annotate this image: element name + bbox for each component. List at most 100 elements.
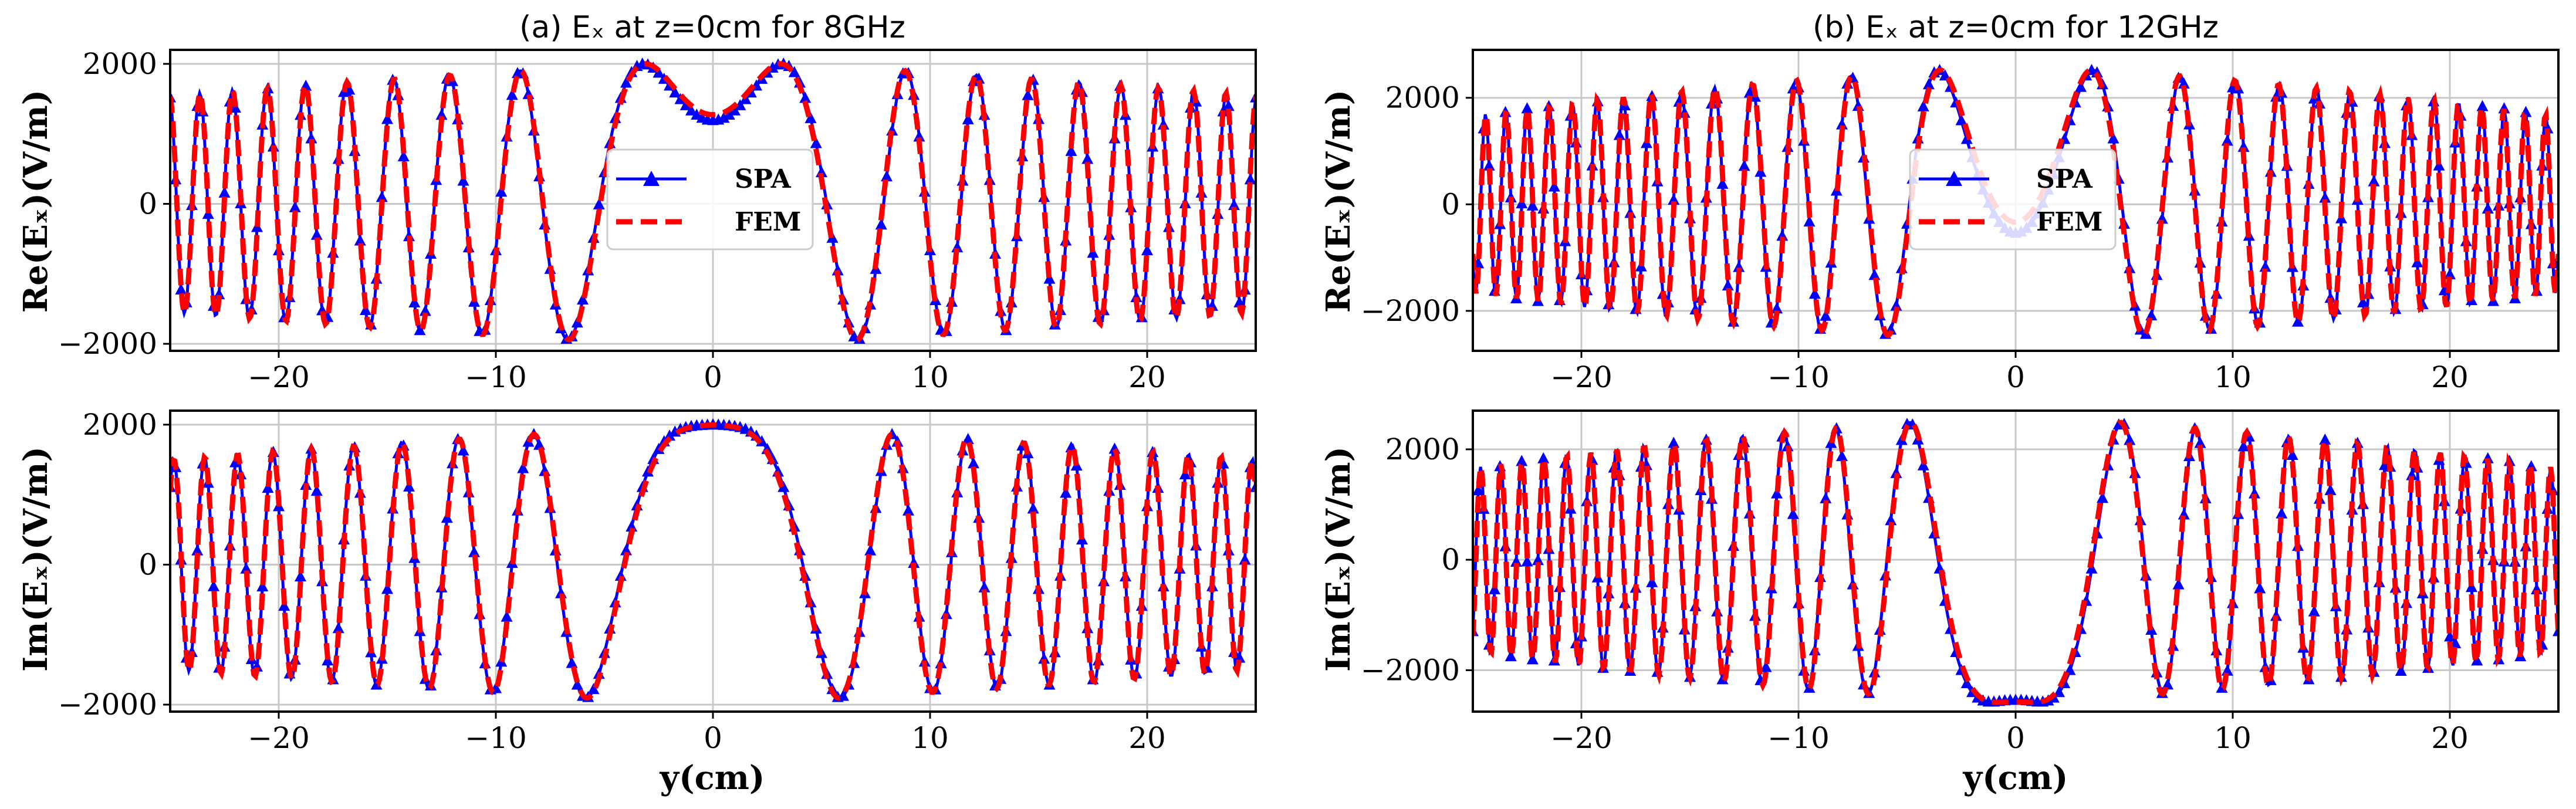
spa-marker <box>2286 449 2298 461</box>
spa-marker <box>2308 605 2320 617</box>
spa-marker <box>799 92 812 103</box>
spa-marker <box>381 583 393 594</box>
spa-marker <box>295 570 306 581</box>
panel-a-im: −20 −10 0 10 20 −2000 0 2000 <box>58 408 1257 755</box>
spa-marker <box>1157 118 1169 130</box>
spa-marker <box>213 288 225 300</box>
spa-marker <box>1521 555 1533 567</box>
spa-marker <box>1917 459 1929 470</box>
ylabel-b-im: Im(Eₓ)(V/m) <box>1319 446 1358 672</box>
spa-marker <box>1130 291 1142 303</box>
x-tick-label: −10 <box>1767 360 1830 394</box>
x-tick-label: −10 <box>465 721 527 755</box>
spa-marker <box>1836 449 1848 461</box>
spa-marker <box>218 186 231 198</box>
spa-marker <box>1228 199 1240 211</box>
spa-marker <box>376 191 388 202</box>
spa-marker <box>354 234 366 246</box>
spa-marker <box>1065 144 1077 156</box>
spa-marker <box>1668 436 1680 448</box>
spa-marker <box>1027 502 1039 514</box>
spa-marker <box>256 580 269 592</box>
spa-marker <box>1646 576 1658 587</box>
spa-marker <box>310 485 323 496</box>
spa-marker <box>1081 153 1094 164</box>
spa-marker <box>1868 269 1881 280</box>
spa-marker <box>2319 433 2331 445</box>
x-tick-label: −20 <box>1550 360 1612 394</box>
spa-marker <box>1917 100 1929 111</box>
spa-marker <box>175 283 187 295</box>
panel-b-title: (b) Eₓ at z=0cm for 12GHz <box>1813 10 2219 45</box>
x-tick-label: −20 <box>248 360 310 394</box>
spa-marker <box>2324 292 2337 303</box>
spa-marker <box>2395 665 2407 676</box>
legend-a-fem-label: FEM <box>735 207 801 237</box>
x-tick-label: 0 <box>2006 721 2025 755</box>
y-tick-label: 0 <box>1441 543 1460 577</box>
spa-marker <box>1738 160 1750 171</box>
y-tick-label: 0 <box>138 547 157 581</box>
spa-marker <box>1960 676 1973 688</box>
spa-marker <box>685 104 697 116</box>
spa-marker <box>1222 100 1235 111</box>
x-tick-label: 20 <box>1128 360 1166 394</box>
legend-b: SPA FEM <box>1909 148 2117 251</box>
x-tick-label: −10 <box>465 360 527 394</box>
plot-area <box>170 418 1256 702</box>
y-tick-label: 2000 <box>83 47 157 81</box>
spa-marker <box>1060 486 1072 498</box>
spa-marker <box>593 198 605 209</box>
spa-marker <box>2444 630 2456 642</box>
x-tick-label: 0 <box>704 360 722 394</box>
spa-marker <box>837 689 849 701</box>
legend-a: SPA FEM <box>606 148 814 251</box>
spa-marker <box>1923 78 1935 90</box>
panel-a-title: (a) Eₓ at z=0cm for 8GHz <box>519 10 905 45</box>
panel-a-re: −20 −10 0 10 20 −2000 0 2000 <box>58 47 1257 394</box>
spa-marker <box>360 303 371 315</box>
spa-marker <box>1771 487 1783 499</box>
spa-marker <box>2194 436 2206 448</box>
spa-marker <box>810 137 822 148</box>
series-fem-line <box>1473 419 2558 705</box>
spa-marker <box>2411 256 2423 268</box>
spa-marker <box>1038 652 1050 664</box>
spa-marker <box>2107 132 2119 144</box>
spa-marker <box>2357 296 2369 307</box>
x-tick-label: −20 <box>248 721 310 755</box>
y-tick-label: 0 <box>138 187 157 221</box>
spa-marker <box>1803 215 1816 227</box>
y-tick-label: −2000 <box>1361 294 1460 328</box>
spa-marker <box>804 111 817 123</box>
panel-b-im: −20 −10 0 10 20 −2000 0 2000 <box>1361 409 2560 755</box>
legend-b-spa-marker <box>1946 171 1962 186</box>
spa-marker <box>322 654 334 666</box>
spa-marker <box>1613 128 1625 140</box>
spa-marker <box>1510 556 1522 567</box>
spa-marker <box>788 66 800 77</box>
spa-marker <box>1489 583 1500 595</box>
spa-marker <box>370 678 383 690</box>
spa-marker <box>2075 80 2087 92</box>
spa-marker <box>1022 89 1034 100</box>
spa-marker <box>2254 582 2266 594</box>
spa-marker <box>2292 315 2304 327</box>
spa-marker <box>1233 296 1246 307</box>
xlabel-a: y(cm) <box>660 759 765 797</box>
spa-marker <box>2172 578 2185 590</box>
spa-marker <box>262 482 274 493</box>
spa-marker <box>1716 177 1729 189</box>
spa-marker <box>734 99 746 110</box>
spa-marker <box>1516 455 1528 466</box>
spa-marker <box>587 683 600 695</box>
spa-marker <box>1179 468 1191 479</box>
spa-marker <box>1483 159 1495 171</box>
spa-marker <box>875 218 887 230</box>
spa-marker <box>457 444 469 456</box>
legend-b-fem-label: FEM <box>2036 207 2102 237</box>
spa-marker <box>723 108 735 120</box>
spa-marker <box>381 113 393 124</box>
spa-marker <box>1787 507 1799 519</box>
spa-marker <box>620 76 632 88</box>
